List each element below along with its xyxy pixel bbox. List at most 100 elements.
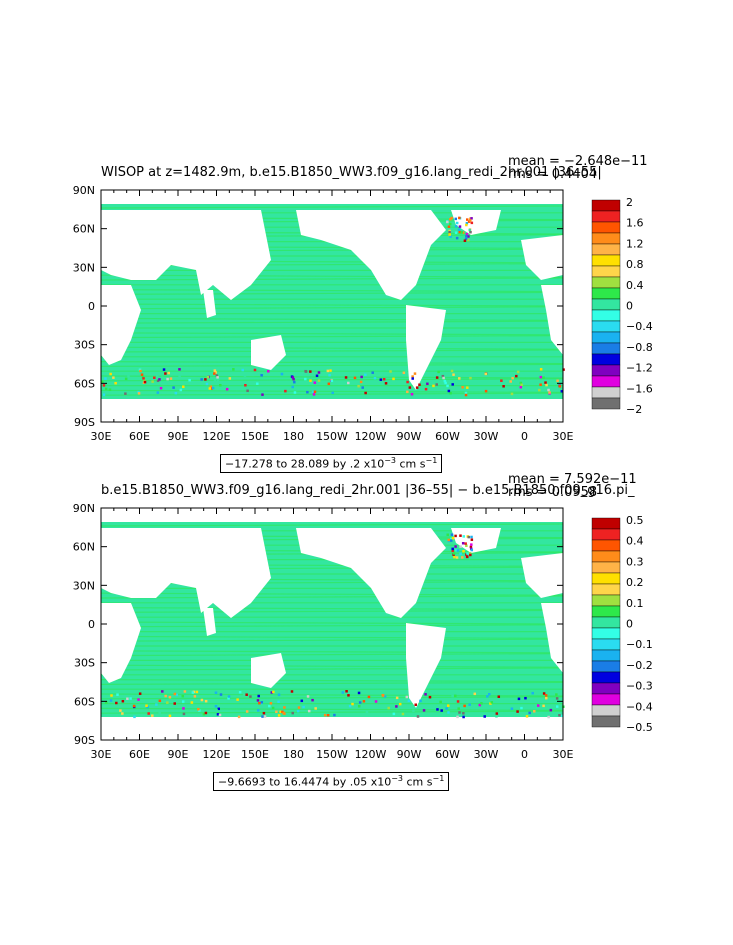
noise-cell (524, 696, 527, 700)
noise-cell (330, 379, 334, 383)
noise-cell (418, 383, 421, 386)
noise-cell (451, 536, 455, 540)
noise-cell (167, 371, 170, 375)
range-label: −17.278 to 28.089 by .2 x10−3 cm s−1 (220, 454, 443, 473)
noise-cell (200, 698, 204, 702)
noise-cell (395, 705, 398, 708)
noise-cell (531, 691, 534, 695)
land-mask (406, 623, 446, 708)
noise-cell (458, 225, 462, 228)
noise-cell (539, 383, 542, 386)
noise-cell (227, 695, 231, 698)
noise-cell (261, 393, 264, 396)
ocean-streak (100, 205, 564, 209)
noise-cell (500, 379, 503, 382)
noise-cell (440, 709, 443, 712)
noise-cell (153, 376, 156, 380)
noise-cell (364, 373, 367, 377)
ocean-streak (100, 667, 564, 671)
noise-cell (446, 384, 449, 388)
colorbar-swatch (591, 276, 621, 289)
colorbar-swatch (591, 331, 621, 344)
noise-cell (311, 698, 314, 702)
noise-cell (313, 390, 317, 394)
noise-cell (462, 715, 465, 719)
noise-cell (547, 388, 550, 392)
land-mask (251, 653, 286, 688)
noise-cell (545, 383, 548, 387)
noise-cell (454, 694, 457, 698)
noise-cell (262, 711, 266, 715)
colorbar-label: −0.3 (626, 680, 653, 693)
noise-cell (406, 380, 409, 384)
noise-cell (452, 373, 455, 376)
noise-cell (489, 702, 492, 705)
noise-cell (351, 702, 354, 706)
noise-cell (462, 535, 466, 538)
noise-cell (145, 704, 148, 707)
noise-cell (453, 555, 456, 559)
lon-tick-label: 60E (129, 430, 150, 443)
noise-cell (268, 704, 271, 708)
noise-cell (454, 534, 457, 538)
noise-cell (560, 714, 564, 718)
land-mask (406, 305, 446, 390)
noise-cell (413, 372, 417, 375)
noise-cell (232, 368, 235, 371)
colorbar-label: −0.5 (626, 721, 653, 734)
noise-cell (178, 375, 181, 378)
colorbar-swatch (591, 517, 621, 530)
noise-cell (456, 549, 460, 552)
colorbar-swatch (591, 616, 621, 629)
noise-cell (112, 376, 115, 379)
noise-cell (465, 218, 469, 221)
noise-cell (110, 694, 113, 697)
noise-cell (182, 707, 185, 710)
noise-cell (392, 377, 395, 381)
lat-tick-label: 30S (74, 657, 95, 670)
noise-cell (392, 712, 396, 716)
noise-cell (451, 547, 454, 551)
colorbar-label: 0.4 (626, 279, 644, 292)
noise-cell (127, 374, 130, 378)
noise-cell (360, 375, 363, 379)
noise-cell (470, 548, 474, 552)
noise-cell (410, 392, 414, 396)
lon-tick-label: 120W (355, 430, 387, 443)
noise-cell (116, 693, 119, 697)
noise-cell (556, 379, 559, 383)
noise-cell (139, 369, 142, 373)
colorbar-swatch (591, 594, 621, 607)
noise-cell (104, 387, 108, 391)
noise-cell (102, 393, 106, 396)
ocean-streak (100, 607, 564, 611)
land-mask (251, 335, 286, 370)
lon-tick-label: 90W (397, 430, 422, 443)
ocean-streak (100, 592, 564, 596)
noise-cell (542, 704, 545, 708)
noise-cell (441, 374, 445, 378)
ocean-streak (100, 679, 564, 683)
noise-cell (402, 371, 406, 375)
noise-cell (114, 381, 117, 385)
lon-tick-label: 0 (521, 748, 528, 761)
noise-cell (156, 379, 160, 383)
noise-cell (359, 380, 363, 384)
ocean-streak (100, 349, 564, 353)
noise-cell (395, 696, 399, 700)
lon-tick-label: 90E (168, 748, 189, 761)
noise-cell (164, 372, 167, 375)
lat-tick-label: 0 (88, 300, 95, 313)
noise-cell (227, 697, 230, 700)
noise-cell (455, 221, 459, 225)
noise-cell (155, 703, 158, 706)
land-mask (521, 235, 563, 280)
colorbar-swatch (591, 243, 621, 256)
noise-cell (458, 377, 461, 380)
noise-cell (366, 712, 370, 716)
land-mask (296, 528, 446, 618)
noise-cell (132, 704, 136, 708)
noise-cell (243, 693, 246, 696)
noise-cell (309, 379, 312, 382)
noise-cell (329, 369, 332, 372)
